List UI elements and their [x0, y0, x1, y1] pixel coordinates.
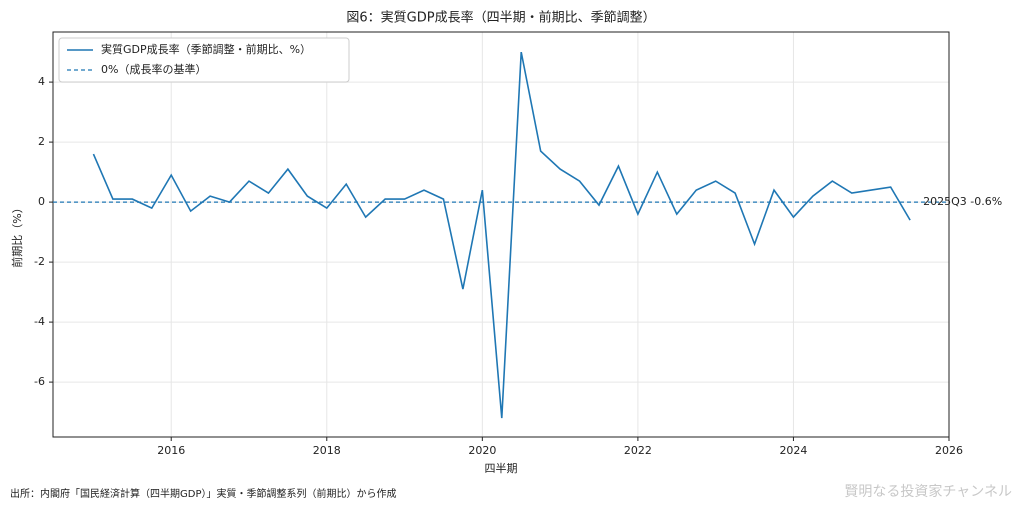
legend: 実質GDP成長率（季節調整・前期比、%） 0%（成長率の基準） — [58, 37, 350, 83]
y-tick-label: 4 — [38, 75, 45, 88]
x-axis-label: 四半期 — [485, 461, 518, 475]
y-tick-label: 2 — [38, 135, 45, 148]
legend-label: 0%（成長率の基準） — [101, 62, 206, 76]
y-tick-label: -4 — [34, 315, 45, 328]
y-axis-label: 前期比（%） — [10, 202, 24, 267]
x-tick-label: 2020 — [468, 444, 496, 457]
x-tick-label: 2026 — [935, 444, 963, 457]
y-tick-label: 0 — [38, 195, 45, 208]
annotation: 2025Q3 -0.6% — [923, 195, 1002, 208]
plot-frame — [52, 31, 950, 438]
source-note: 出所：内閣府「国民経済計算（四半期GDP）」実質・季節調整系列（前期比）から作成 — [10, 487, 396, 500]
data-line — [92, 51, 911, 419]
x-tick-label: 2024 — [779, 444, 807, 457]
x-tick-label: 2022 — [624, 444, 652, 457]
x-tick-label: 2016 — [157, 444, 185, 457]
chart-title: 図6：実質GDP成長率（四半期・前期比、季節調整） — [346, 10, 655, 26]
legend-box — [58, 37, 350, 83]
legend-label: 実質GDP成長率（季節調整・前期比、%） — [101, 42, 311, 56]
x-tick-label: 2018 — [313, 444, 341, 457]
y-tick-label: -6 — [34, 375, 45, 388]
y-tick-label: -2 — [34, 255, 45, 268]
watermark: 賢明なる投資家チャンネル — [844, 483, 1012, 500]
